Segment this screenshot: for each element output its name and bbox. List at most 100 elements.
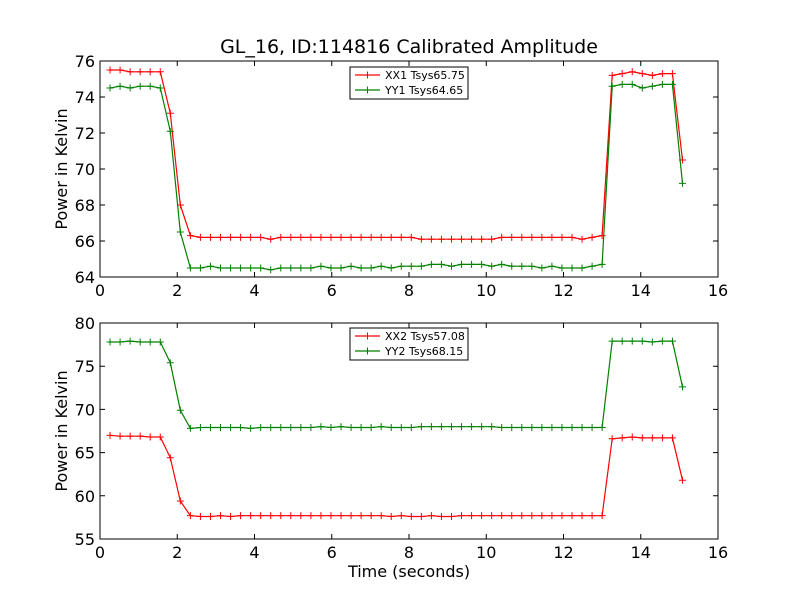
data-point [618,337,626,345]
data-point [558,424,566,432]
data-point [337,512,345,520]
data-point [528,512,536,520]
data-point [588,233,596,241]
series-line-2 [109,83,684,271]
data-point [488,512,496,520]
data-point [608,71,616,79]
data-point [508,512,516,520]
data-point [538,233,546,241]
data-point [598,232,606,240]
data-point [397,262,405,270]
data-point [267,266,275,274]
series-line-1 [109,434,684,518]
data-point [227,264,235,272]
legend-box [349,327,469,361]
data-point [618,80,626,88]
data-point [588,262,596,270]
data-point [357,233,365,241]
legend-box [349,66,469,100]
series-line-1 [110,69,684,240]
data-point [196,424,204,432]
data-point [166,109,174,117]
data-point [186,512,194,520]
chart-title: GL_16, ID:114816 Calibrated Amplitude [220,36,598,58]
data-point [367,264,375,272]
legend-item: XX1 Tsys65.75 [355,69,465,82]
data-point [357,264,365,272]
data-point [518,424,526,432]
legend-item: YY1 Tsys64.65 [355,84,463,97]
data-point [578,512,586,520]
legend-marker [364,347,371,355]
x-tick-label: 6 [327,543,337,562]
data-point [297,233,305,241]
data-point [397,233,405,241]
data-point [397,424,405,432]
data-point [648,82,656,90]
data-point [458,423,466,431]
data-point [237,424,245,432]
data-point [377,512,385,520]
data-point [588,512,596,520]
x-tick-label: 16 [708,281,728,300]
data-point [397,512,405,520]
data-point [427,260,435,268]
data-point [196,233,204,241]
data-point [206,513,214,521]
data-point [317,262,325,270]
data-point [568,233,576,241]
data-point [237,233,245,241]
data-point [628,80,636,88]
data-point [447,262,455,270]
y-tick-label: 65 [75,444,95,463]
data-point [146,338,154,346]
legend-label: YY1 Tsys64.65 [384,84,463,97]
data-point [206,424,214,432]
data-point [106,84,114,92]
data-point [186,264,194,272]
data-point [347,512,355,520]
data-point [638,337,646,345]
data-point [488,235,496,243]
data-point [508,424,516,432]
data-point [628,68,636,76]
x-tick-label: 4 [249,543,259,562]
data-point [538,512,546,520]
data-point [468,260,476,268]
data-point [658,434,666,442]
data-point [277,233,285,241]
data-point [267,512,275,520]
data-point [347,233,355,241]
data-point [437,423,445,431]
data-point [528,262,536,270]
data-point [317,233,325,241]
data-point [247,264,255,272]
data-point [437,260,445,268]
data-point [196,264,204,272]
data-point [277,424,285,432]
data-point [206,262,214,270]
x-tick-label: 14 [631,281,651,300]
data-point [146,433,154,441]
data-point [257,233,265,241]
legend-marker [364,332,371,340]
data-point [136,68,144,76]
data-point [206,233,214,241]
data-point [136,338,144,346]
data-point [548,262,556,270]
data-point [668,337,676,345]
data-point [678,476,686,484]
data-point [478,423,486,431]
data-point [548,512,556,520]
x-tick-label: 10 [476,543,496,562]
data-point [277,512,285,520]
y-tick-label: 74 [75,88,95,107]
data-point [528,424,536,432]
data-point [608,337,616,345]
data-point [237,512,245,520]
y-axis-label: Power in Kelvin [52,108,71,229]
data-point [116,66,124,74]
data-point [518,512,526,520]
